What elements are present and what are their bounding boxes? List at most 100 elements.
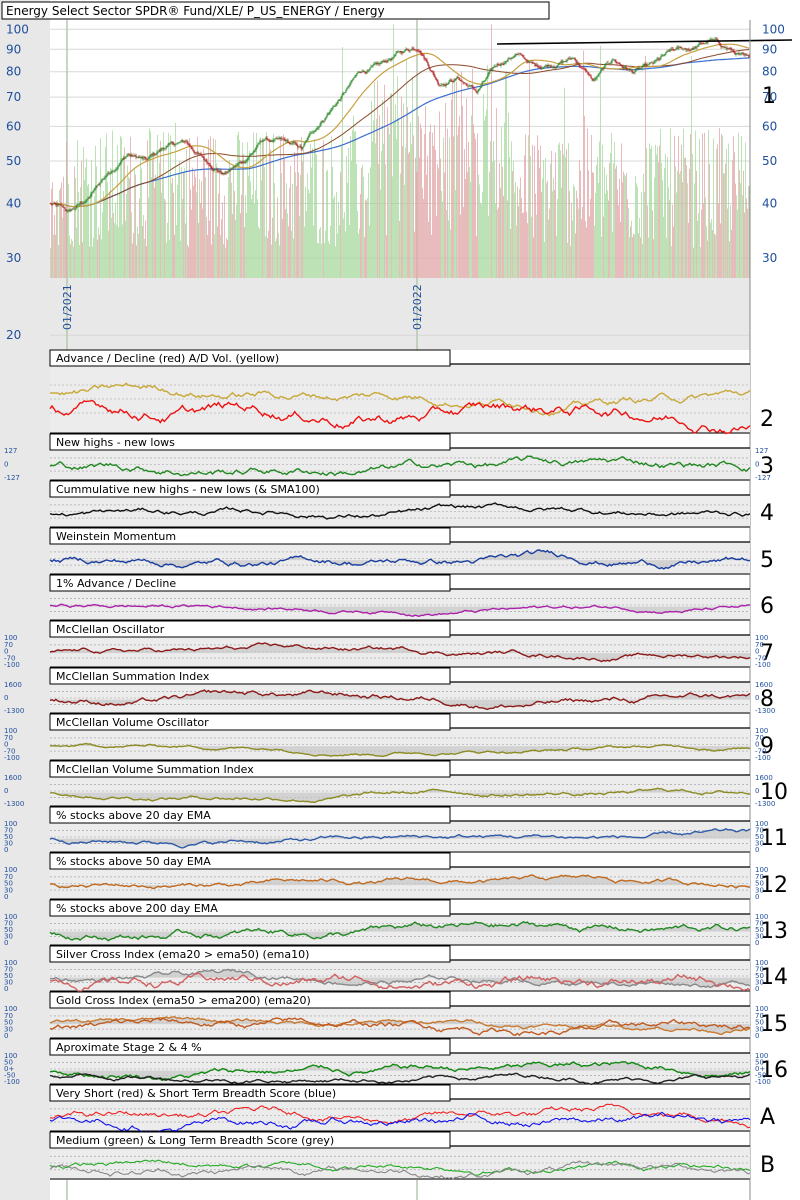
volume-bar <box>417 171 418 278</box>
volume-bar <box>292 184 293 278</box>
price-candle-body <box>617 62 619 64</box>
volume-bar <box>614 141 615 278</box>
volume-bar <box>633 233 634 278</box>
volume-bar <box>65 212 66 278</box>
price-candle-body <box>480 85 482 89</box>
volume-bar <box>154 187 155 278</box>
volume-bar <box>615 168 616 278</box>
volume-bar <box>720 223 721 278</box>
price-candle-body <box>682 48 684 50</box>
price-candle-body <box>377 63 379 65</box>
price-candle-body <box>723 46 725 48</box>
price-candle-body <box>509 58 511 60</box>
price-candle-body <box>676 47 678 49</box>
price-tick-right: 60 <box>762 119 777 133</box>
volume-bar <box>329 243 330 278</box>
price-candle-body <box>483 81 485 82</box>
volume-bar <box>684 157 685 278</box>
volume-bar <box>576 190 577 278</box>
price-candle-body <box>267 139 269 141</box>
price-candle-body <box>117 166 119 169</box>
indicator-title: % stocks above 20 day EMA <box>56 809 211 822</box>
price-candle-body <box>176 143 178 144</box>
price-candle-body <box>526 60 528 63</box>
volume-bar <box>717 144 718 278</box>
volume-bar <box>590 198 591 278</box>
volume-bar <box>53 234 54 278</box>
volume-bar <box>483 94 484 278</box>
price-candle-body <box>242 161 244 163</box>
price-candle-body <box>182 140 184 142</box>
volume-bar <box>202 208 203 278</box>
price-candle-body <box>89 196 91 199</box>
volume-bar <box>185 223 186 278</box>
indicator-series-line <box>49 1159 751 1176</box>
price-candle-body <box>719 43 721 46</box>
volume-bar <box>175 122 176 278</box>
price-candle-body <box>687 49 689 51</box>
indicator-tick-right: 30 <box>755 840 764 848</box>
indicator-series-line <box>49 603 751 618</box>
indicator-area <box>50 828 750 848</box>
price-candle-body <box>516 54 518 55</box>
volume-bar <box>478 174 479 278</box>
price-candle-body <box>175 143 177 145</box>
volume-bar <box>58 244 59 278</box>
volume-bar <box>77 140 78 278</box>
volume-bar <box>342 47 343 278</box>
volume-bar <box>350 135 351 278</box>
volume-bar <box>307 173 308 278</box>
volume-bar <box>548 219 549 278</box>
volume-bar <box>592 172 593 278</box>
price-candle-body <box>504 63 506 64</box>
price-candle-body <box>309 133 311 136</box>
price-candle-body <box>392 57 394 59</box>
indicator-tick-right: 100 <box>755 866 768 874</box>
volume-bar <box>275 241 276 278</box>
volume-bar <box>302 161 303 278</box>
volume-bar <box>510 228 511 278</box>
volume-bar <box>505 73 506 278</box>
price-candle-body <box>115 169 117 171</box>
volume-bar <box>723 173 724 278</box>
price-candle-body <box>714 39 716 40</box>
volume-bar <box>337 233 338 278</box>
volume-bar <box>344 212 345 278</box>
volume-bar <box>512 171 513 278</box>
volume-bar <box>303 149 304 278</box>
price-candle-body <box>79 202 81 205</box>
price-candle-body <box>664 53 666 56</box>
volume-bar <box>382 100 383 279</box>
price-candle-body <box>583 68 585 69</box>
price-candle-body <box>531 61 533 63</box>
volume-bar <box>711 219 712 278</box>
price-candle-body <box>461 80 463 82</box>
price-candle-body <box>374 63 376 64</box>
price-candle-body <box>511 58 513 59</box>
price-candle-body <box>210 165 212 168</box>
volume-bar <box>639 217 640 278</box>
volume-bar <box>194 170 195 278</box>
volume-bar <box>704 132 705 278</box>
volume-bar <box>588 170 589 278</box>
price-candle-body <box>495 66 497 67</box>
price-candle-body <box>549 65 551 67</box>
volume-bar <box>316 154 317 278</box>
volume-bar <box>566 149 567 278</box>
price-candle-body <box>534 63 536 66</box>
price-candle-body <box>652 63 654 64</box>
price-candle-body <box>465 83 467 84</box>
price-candle-body <box>138 157 140 158</box>
volume-bar <box>276 238 277 278</box>
volume-bar <box>236 204 237 278</box>
price-candle-body <box>235 165 237 167</box>
volume-bar <box>317 242 318 278</box>
volume-bar <box>486 109 487 278</box>
price-candle-body <box>568 58 570 60</box>
price-candle-body <box>208 163 210 165</box>
volume-bar <box>204 153 205 278</box>
volume-bar <box>173 192 174 278</box>
price-candle-body <box>547 65 549 67</box>
indicator-tick-right: 100 <box>755 913 768 921</box>
indicator-area <box>50 743 750 757</box>
